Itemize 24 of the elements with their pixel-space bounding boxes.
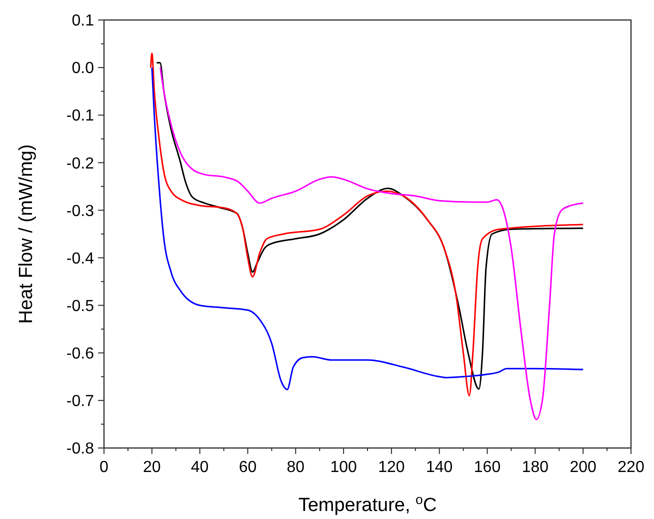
x-tick-label: 100 (330, 459, 357, 476)
y-tick-label: -0.6 (66, 345, 94, 362)
x-tick-label: 60 (238, 459, 257, 476)
x-tick-label: 120 (378, 459, 405, 476)
y-tick-label: -0.7 (66, 393, 94, 410)
x-tick-label: 180 (522, 459, 549, 476)
x-tick-label: 200 (570, 459, 597, 476)
x-tick-label: 20 (143, 459, 161, 476)
y-tick-label: -0.8 (66, 440, 94, 458)
y-tick-label: -0.4 (66, 250, 94, 268)
x-tick-label: 140 (426, 459, 453, 476)
x-tick-label: 80 (286, 459, 305, 476)
y-tick-label: 0.0 (72, 60, 94, 78)
y-tick-label: 0.1 (72, 12, 94, 30)
x-axis-title: Temperature, $^{o}$C (298, 492, 437, 516)
y-tick-label: -0.2 (66, 155, 94, 172)
x-tick-label: 160 (474, 459, 501, 476)
y-tick-label: -0.5 (66, 298, 94, 315)
y-tick-label: -0.1 (66, 108, 94, 125)
y-axis-title: Heat Flow / (mW/mg) (16, 144, 37, 324)
x-tick-label: 0 (100, 459, 109, 476)
y-tick-label: -0.3 (66, 202, 94, 220)
x-tick-label: 40 (190, 459, 209, 476)
x-tick-label: 220 (618, 459, 644, 476)
